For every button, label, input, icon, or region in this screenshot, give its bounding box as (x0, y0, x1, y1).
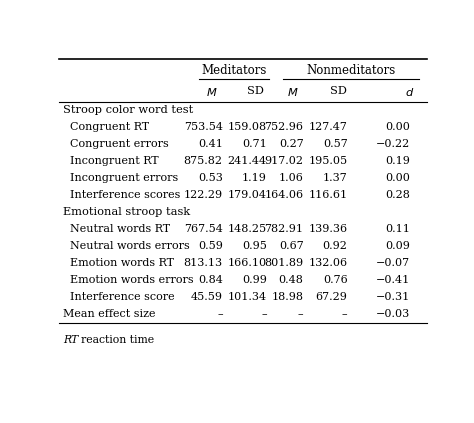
Text: 122.29: 122.29 (183, 190, 223, 200)
Text: 0.48: 0.48 (279, 275, 303, 285)
Text: 0.59: 0.59 (198, 241, 223, 251)
Text: 0.71: 0.71 (242, 139, 267, 149)
Text: −0.31: −0.31 (376, 292, 410, 302)
Text: Meditators: Meditators (201, 64, 266, 77)
Text: 0.95: 0.95 (242, 241, 267, 251)
Text: Emotional stroop task: Emotional stroop task (63, 207, 190, 217)
Text: 139.36: 139.36 (309, 224, 347, 234)
Text: −0.03: −0.03 (376, 309, 410, 319)
Text: 801.89: 801.89 (264, 258, 303, 268)
Text: 67.29: 67.29 (316, 292, 347, 302)
Text: 875.82: 875.82 (184, 156, 223, 166)
Text: Incongruent errors: Incongruent errors (63, 173, 178, 183)
Text: 159.08: 159.08 (228, 122, 267, 132)
Text: 241.44: 241.44 (228, 156, 267, 166)
Text: 116.61: 116.61 (309, 190, 347, 200)
Text: 0.28: 0.28 (385, 190, 410, 200)
Text: $M$: $M$ (206, 86, 218, 98)
Text: 0.00: 0.00 (385, 122, 410, 132)
Text: 0.11: 0.11 (385, 224, 410, 234)
Text: 18.98: 18.98 (272, 292, 303, 302)
Text: Emotion words errors: Emotion words errors (63, 275, 193, 285)
Text: 0.53: 0.53 (198, 173, 223, 183)
Text: 0.27: 0.27 (279, 139, 303, 149)
Text: $d$: $d$ (405, 86, 415, 98)
Text: Neutral words RT: Neutral words RT (63, 224, 170, 234)
Text: $M$: $M$ (287, 86, 298, 98)
Text: 782.91: 782.91 (264, 224, 303, 234)
Text: 45.59: 45.59 (191, 292, 223, 302)
Text: 0.19: 0.19 (385, 156, 410, 166)
Text: Congruent RT: Congruent RT (63, 122, 149, 132)
Text: Neutral words errors: Neutral words errors (63, 241, 190, 251)
Text: SD: SD (330, 86, 347, 96)
Text: Emotion words RT: Emotion words RT (63, 258, 174, 268)
Text: 0.92: 0.92 (323, 241, 347, 251)
Text: Incongruent RT: Incongruent RT (63, 156, 158, 166)
Text: 0.99: 0.99 (242, 275, 267, 285)
Text: 0.00: 0.00 (385, 173, 410, 183)
Text: Interference scores: Interference scores (63, 190, 180, 200)
Text: –: – (342, 309, 347, 319)
Text: 127.47: 127.47 (309, 122, 347, 132)
Text: Mean effect size: Mean effect size (63, 309, 155, 319)
Text: 1.37: 1.37 (323, 173, 347, 183)
Text: –: – (261, 309, 267, 319)
Text: −0.41: −0.41 (376, 275, 410, 285)
Text: Interference score: Interference score (63, 292, 174, 302)
Text: −0.22: −0.22 (376, 139, 410, 149)
Text: 166.10: 166.10 (228, 258, 267, 268)
Text: 164.06: 164.06 (264, 190, 303, 200)
Text: –: – (298, 309, 303, 319)
Text: 767.54: 767.54 (184, 224, 223, 234)
Text: Stroop color word test: Stroop color word test (63, 105, 193, 115)
Text: 917.02: 917.02 (264, 156, 303, 166)
Text: Congruent errors: Congruent errors (63, 139, 169, 149)
Text: 179.04: 179.04 (228, 190, 267, 200)
Text: 753.54: 753.54 (184, 122, 223, 132)
Text: 101.34: 101.34 (228, 292, 267, 302)
Text: 752.96: 752.96 (264, 122, 303, 132)
Text: 813.13: 813.13 (183, 258, 223, 268)
Text: 0.41: 0.41 (198, 139, 223, 149)
Text: 0.84: 0.84 (198, 275, 223, 285)
Text: –: – (217, 309, 223, 319)
Text: 148.25: 148.25 (228, 224, 267, 234)
Text: 0.67: 0.67 (279, 241, 303, 251)
Text: SD: SD (247, 86, 264, 96)
Text: Nonmeditators: Nonmeditators (307, 64, 396, 77)
Text: 1.06: 1.06 (279, 173, 303, 183)
Text: −0.07: −0.07 (376, 258, 410, 268)
Text: 0.09: 0.09 (385, 241, 410, 251)
Text: 132.06: 132.06 (309, 258, 347, 268)
Text: 1.19: 1.19 (242, 173, 267, 183)
Text: 0.76: 0.76 (323, 275, 347, 285)
Text: RT: RT (63, 335, 78, 345)
Text: reaction time: reaction time (81, 335, 154, 345)
Text: 195.05: 195.05 (309, 156, 347, 166)
Text: 0.57: 0.57 (323, 139, 347, 149)
